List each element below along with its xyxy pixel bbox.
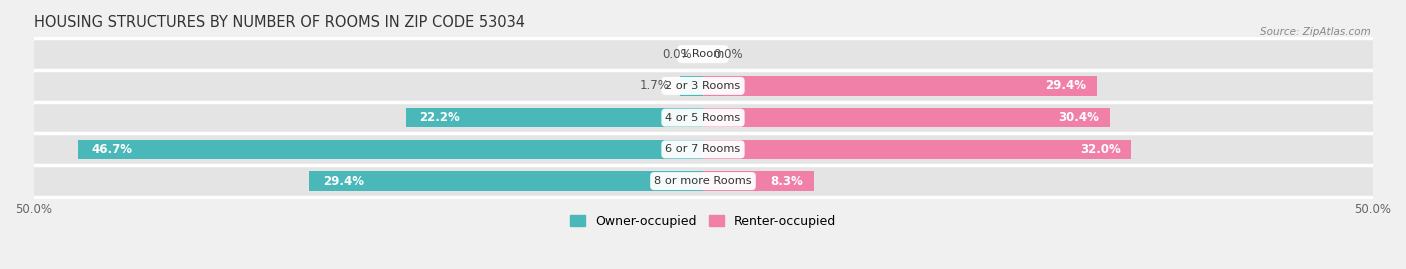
Text: 1 Room: 1 Room xyxy=(682,49,724,59)
Bar xyxy=(703,76,1097,96)
Text: 8 or more Rooms: 8 or more Rooms xyxy=(654,176,752,186)
Text: 29.4%: 29.4% xyxy=(323,175,364,187)
Bar xyxy=(34,133,1372,165)
Text: HOUSING STRUCTURES BY NUMBER OF ROOMS IN ZIP CODE 53034: HOUSING STRUCTURES BY NUMBER OF ROOMS IN… xyxy=(34,15,524,30)
Bar xyxy=(34,102,1372,133)
Bar xyxy=(681,76,703,96)
Bar xyxy=(406,108,703,128)
Bar xyxy=(34,38,1372,70)
Text: 1.7%: 1.7% xyxy=(640,79,669,93)
Text: 0.0%: 0.0% xyxy=(662,48,692,61)
Text: 0.0%: 0.0% xyxy=(714,48,744,61)
Text: 2 or 3 Rooms: 2 or 3 Rooms xyxy=(665,81,741,91)
Bar xyxy=(309,171,703,191)
Text: 8.3%: 8.3% xyxy=(770,175,803,187)
Text: 4 or 5 Rooms: 4 or 5 Rooms xyxy=(665,113,741,123)
Bar xyxy=(703,140,1132,159)
Bar xyxy=(77,140,703,159)
Text: 6 or 7 Rooms: 6 or 7 Rooms xyxy=(665,144,741,154)
Bar xyxy=(34,165,1372,197)
Text: 46.7%: 46.7% xyxy=(91,143,132,156)
Bar xyxy=(703,108,1111,128)
Bar xyxy=(703,171,814,191)
Text: 29.4%: 29.4% xyxy=(1045,79,1085,93)
Text: Source: ZipAtlas.com: Source: ZipAtlas.com xyxy=(1260,27,1371,37)
Bar xyxy=(34,70,1372,102)
Text: 22.2%: 22.2% xyxy=(419,111,460,124)
Text: 30.4%: 30.4% xyxy=(1059,111,1099,124)
Legend: Owner-occupied, Renter-occupied: Owner-occupied, Renter-occupied xyxy=(569,215,837,228)
Text: 32.0%: 32.0% xyxy=(1080,143,1121,156)
